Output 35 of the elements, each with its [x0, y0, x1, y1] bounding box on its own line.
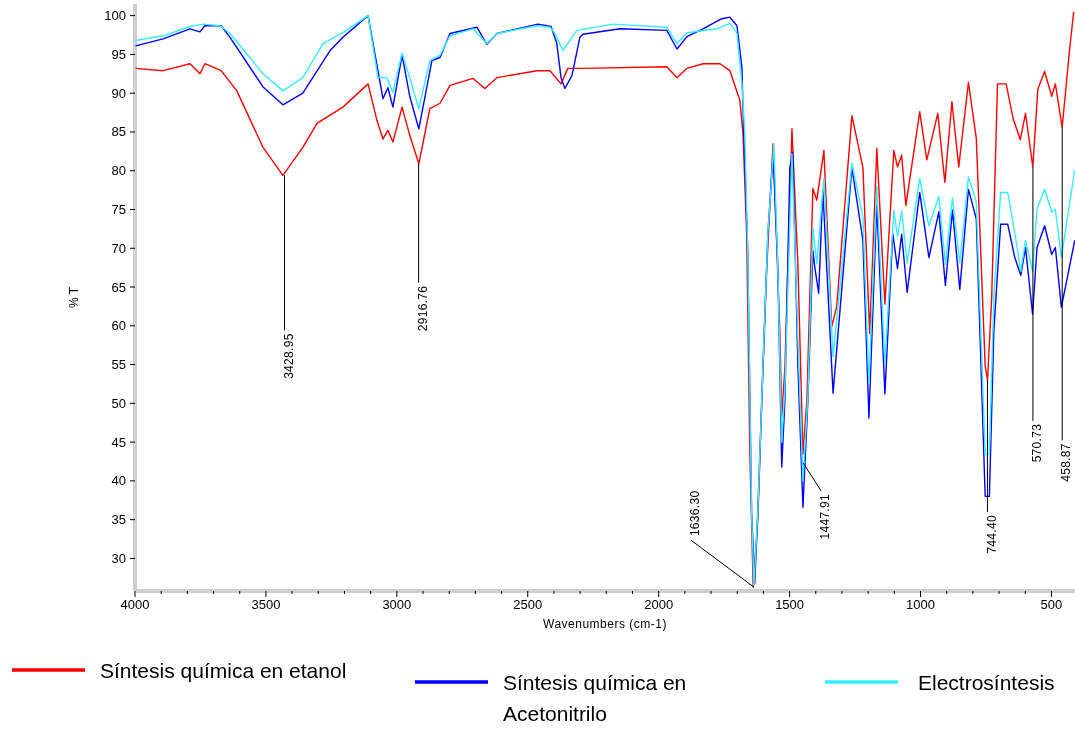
legend-label: Síntesis química en Acetonitrilo — [503, 671, 687, 726]
x-tick-label: 4000 — [120, 597, 150, 612]
annotation: 1447.91 — [818, 494, 833, 540]
y-tick-label: 45 — [111, 434, 126, 450]
x-tick-label: 3000 — [382, 597, 412, 612]
y-tick-label: 35 — [111, 512, 126, 528]
y-tick-label: 50 — [111, 395, 126, 411]
y-tick-label: 70 — [111, 240, 126, 256]
y-tick-label: 95 — [111, 46, 126, 62]
x-tick-label: 1000 — [906, 597, 935, 612]
x-axis-title: Wavenumbers (cm-1) — [543, 617, 667, 631]
x-tick-label: 500 — [1040, 597, 1063, 612]
legend-label: Síntesis química en etanol — [100, 659, 347, 683]
y-tick-label: 30 — [111, 550, 126, 566]
x-tick-label: 2000 — [644, 597, 674, 612]
y-tick-label: 75 — [111, 202, 126, 218]
y-tick-label: 55 — [111, 357, 126, 373]
y-tick-label: 60 — [111, 318, 126, 334]
y-tick-label: 85 — [111, 124, 126, 140]
x-tick-label: 2500 — [513, 597, 543, 612]
x-tick-label: 3500 — [251, 597, 281, 612]
y-tick-label: 90 — [111, 85, 126, 101]
annotation: 570.73 — [1030, 423, 1045, 463]
y-tick-label: 65 — [111, 279, 126, 295]
annotation: 1636.30 — [688, 490, 703, 537]
y-tick-label: 100 — [104, 8, 126, 24]
y-axis-title: % T — [67, 286, 81, 309]
y-tick-label: 80 — [111, 163, 126, 179]
annotation: 3428.95 — [281, 333, 296, 379]
x-tick-label: 1500 — [775, 597, 805, 612]
y-tick-label: 40 — [111, 473, 126, 489]
annotation: 744.40 — [984, 515, 999, 554]
annotation: 458.87 — [1059, 443, 1074, 482]
legend-label: Electrosíntesis — [918, 671, 1055, 695]
annotation: 2916.76 — [415, 285, 430, 332]
